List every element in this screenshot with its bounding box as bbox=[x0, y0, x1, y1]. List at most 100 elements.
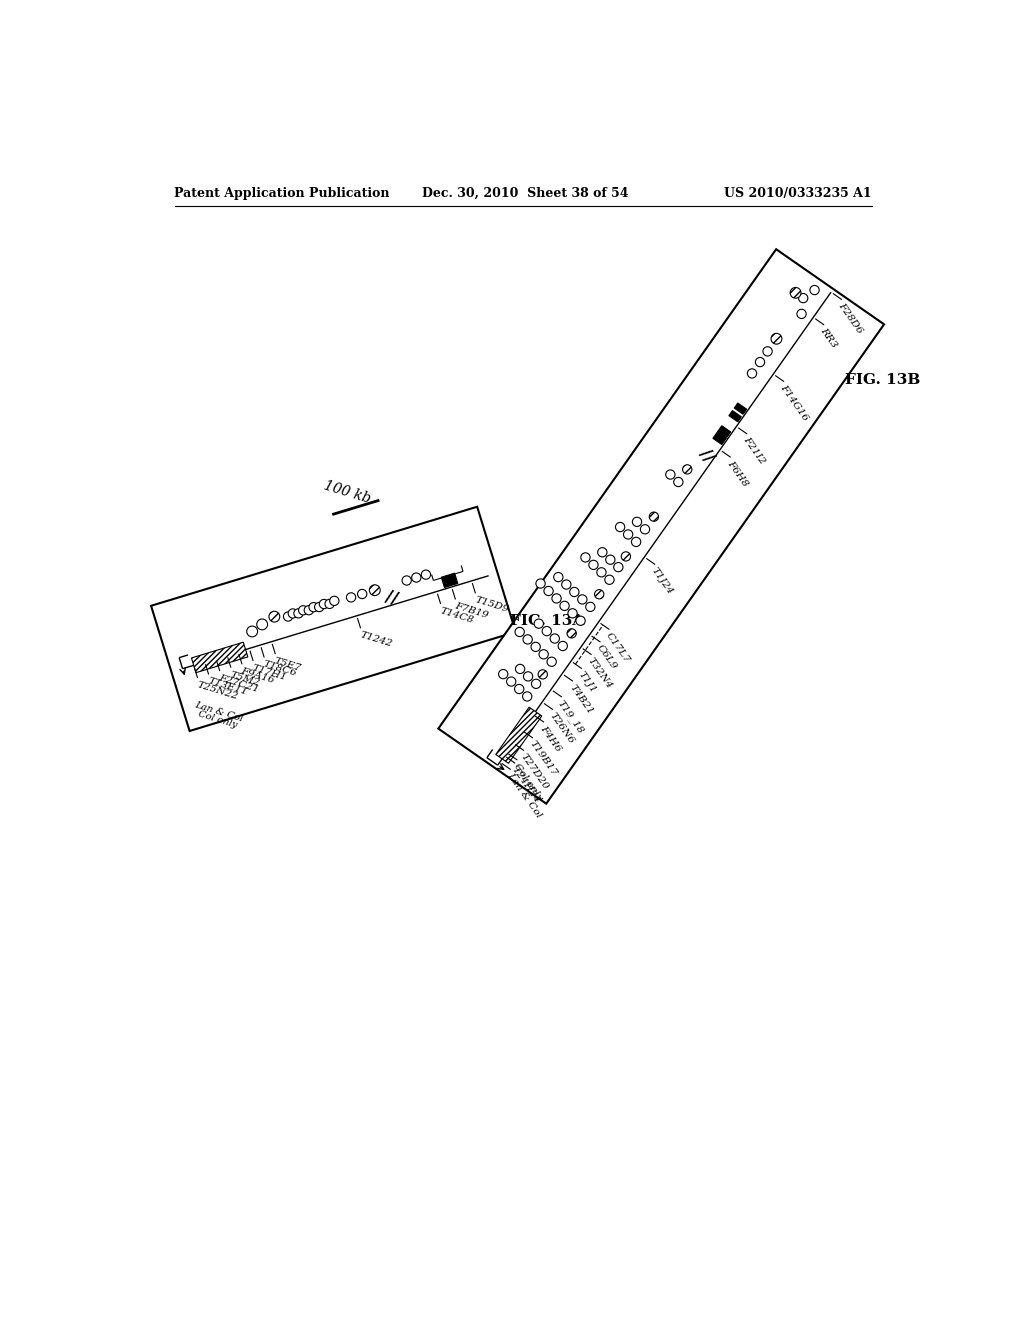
Circle shape bbox=[595, 590, 604, 599]
Circle shape bbox=[499, 669, 508, 678]
Polygon shape bbox=[191, 643, 248, 673]
Text: //: // bbox=[696, 445, 718, 465]
Circle shape bbox=[507, 677, 516, 686]
Circle shape bbox=[666, 470, 675, 479]
Circle shape bbox=[763, 347, 772, 356]
Circle shape bbox=[589, 560, 598, 569]
Text: Col only: Col only bbox=[197, 710, 238, 730]
Circle shape bbox=[531, 643, 541, 652]
Polygon shape bbox=[438, 249, 884, 804]
Circle shape bbox=[370, 585, 380, 595]
Text: F21I2: F21I2 bbox=[741, 436, 767, 466]
Text: US 2010/0333235 A1: US 2010/0333235 A1 bbox=[724, 187, 872, 199]
Circle shape bbox=[552, 594, 561, 603]
Circle shape bbox=[523, 635, 532, 644]
Text: Lan & Col: Lan & Col bbox=[194, 701, 245, 723]
Polygon shape bbox=[729, 411, 741, 422]
Circle shape bbox=[299, 606, 308, 615]
Circle shape bbox=[314, 602, 324, 611]
Text: T19_18: T19_18 bbox=[556, 698, 586, 735]
Circle shape bbox=[515, 664, 524, 673]
Circle shape bbox=[597, 568, 606, 577]
Circle shape bbox=[605, 556, 615, 565]
Polygon shape bbox=[734, 403, 746, 414]
Circle shape bbox=[674, 478, 683, 487]
Text: C6L9: C6L9 bbox=[595, 643, 618, 672]
Circle shape bbox=[531, 680, 541, 689]
Text: F7B19: F7B19 bbox=[454, 602, 489, 620]
Text: F14G16: F14G16 bbox=[778, 383, 810, 422]
Circle shape bbox=[578, 595, 587, 605]
Text: F4H6: F4H6 bbox=[539, 723, 563, 752]
Text: T15D9: T15D9 bbox=[473, 595, 510, 615]
Circle shape bbox=[421, 570, 430, 579]
Circle shape bbox=[560, 601, 569, 610]
Text: T26N6: T26N6 bbox=[548, 711, 575, 746]
Circle shape bbox=[632, 537, 641, 546]
Circle shape bbox=[581, 553, 590, 562]
Circle shape bbox=[756, 358, 765, 367]
Circle shape bbox=[542, 627, 552, 636]
Text: T5E7: T5E7 bbox=[273, 656, 302, 673]
Circle shape bbox=[288, 609, 297, 618]
Text: T1242: T1242 bbox=[358, 631, 393, 649]
Circle shape bbox=[325, 599, 334, 609]
Text: T1J24: T1J24 bbox=[649, 566, 675, 597]
Text: FIG. 13B: FIG. 13B bbox=[846, 372, 921, 387]
Circle shape bbox=[568, 609, 578, 618]
Text: F9A16: F9A16 bbox=[240, 667, 275, 685]
Text: T17H1: T17H1 bbox=[251, 663, 288, 682]
Circle shape bbox=[575, 616, 585, 626]
Text: T4B21: T4B21 bbox=[567, 682, 595, 715]
Text: Col only: Col only bbox=[512, 762, 544, 801]
Circle shape bbox=[622, 552, 631, 561]
Circle shape bbox=[304, 606, 313, 615]
Polygon shape bbox=[496, 708, 542, 763]
Circle shape bbox=[257, 619, 267, 630]
Circle shape bbox=[554, 573, 563, 582]
Circle shape bbox=[536, 579, 545, 589]
Circle shape bbox=[605, 576, 614, 585]
Circle shape bbox=[294, 609, 303, 618]
Circle shape bbox=[402, 576, 412, 585]
Text: Lan & Col: Lan & Col bbox=[505, 771, 543, 820]
Circle shape bbox=[539, 669, 548, 678]
Circle shape bbox=[284, 612, 293, 622]
Circle shape bbox=[330, 597, 339, 606]
Text: 100 kb: 100 kb bbox=[322, 478, 372, 506]
Polygon shape bbox=[713, 426, 731, 445]
Circle shape bbox=[357, 590, 367, 599]
Circle shape bbox=[633, 517, 642, 527]
Circle shape bbox=[269, 611, 280, 622]
Circle shape bbox=[567, 628, 577, 638]
Circle shape bbox=[649, 512, 658, 521]
Text: T27D20: T27D20 bbox=[518, 752, 550, 791]
Circle shape bbox=[791, 288, 801, 298]
Circle shape bbox=[522, 692, 531, 701]
Circle shape bbox=[810, 285, 819, 294]
Circle shape bbox=[799, 293, 808, 302]
Text: T32N4: T32N4 bbox=[586, 656, 614, 690]
Circle shape bbox=[624, 529, 633, 539]
Circle shape bbox=[771, 334, 782, 345]
Text: F28D6: F28D6 bbox=[837, 301, 864, 335]
Circle shape bbox=[523, 672, 532, 681]
Circle shape bbox=[598, 548, 607, 557]
Circle shape bbox=[547, 657, 556, 667]
Text: C17L7: C17L7 bbox=[604, 631, 631, 664]
Text: T5M2: T5M2 bbox=[229, 671, 261, 688]
Circle shape bbox=[412, 573, 421, 582]
Circle shape bbox=[544, 586, 553, 595]
Text: T1J1: T1J1 bbox=[577, 671, 598, 696]
Circle shape bbox=[683, 465, 692, 474]
Circle shape bbox=[586, 602, 595, 611]
Polygon shape bbox=[441, 573, 458, 587]
Circle shape bbox=[615, 523, 625, 532]
Text: F6H8: F6H8 bbox=[725, 458, 750, 488]
Text: T24H24: T24H24 bbox=[510, 764, 542, 804]
Circle shape bbox=[309, 602, 318, 611]
Circle shape bbox=[539, 649, 548, 659]
Text: RR3: RR3 bbox=[818, 326, 839, 350]
Text: //: // bbox=[383, 587, 400, 607]
Circle shape bbox=[535, 619, 544, 628]
